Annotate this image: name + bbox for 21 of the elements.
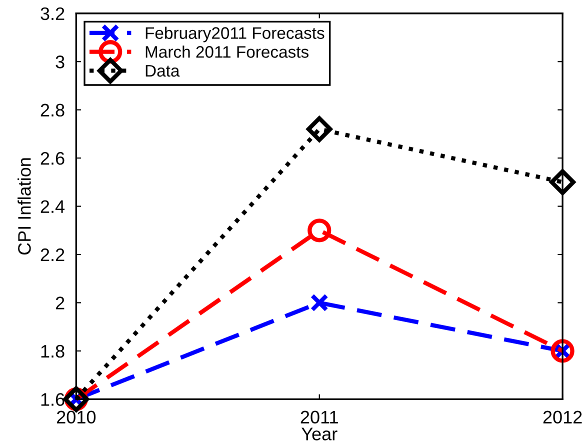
legend-label: Data <box>146 65 180 77</box>
y-tick-label: 1.8 <box>41 344 64 358</box>
y-tick-label: 2.4 <box>40 200 65 213</box>
y-tick-label: 2.8 <box>40 104 64 117</box>
point <box>306 116 332 142</box>
y-tick-label: 1.6 <box>41 393 64 406</box>
y-tick-label: 2.2 <box>40 248 64 262</box>
legend-label: February2011 Forecasts <box>146 26 324 42</box>
x-tick-label: 2012 <box>543 410 582 424</box>
y-tick-label: 3 <box>56 56 64 68</box>
x-tick-label: 2010 <box>57 410 96 424</box>
y-tick-label: 2.6 <box>40 152 64 165</box>
legend-label: March 2011 Forecasts <box>146 46 308 58</box>
x-axis-title: Year <box>302 428 338 440</box>
point <box>550 169 576 196</box>
x-tick-label: 2011 <box>300 410 338 424</box>
point <box>310 294 328 312</box>
y-axis-title: CPI Inflation <box>18 158 31 255</box>
point <box>308 218 332 242</box>
y-tick-label: 3.2 <box>40 7 64 20</box>
y-tick-label: 2 <box>56 296 64 310</box>
